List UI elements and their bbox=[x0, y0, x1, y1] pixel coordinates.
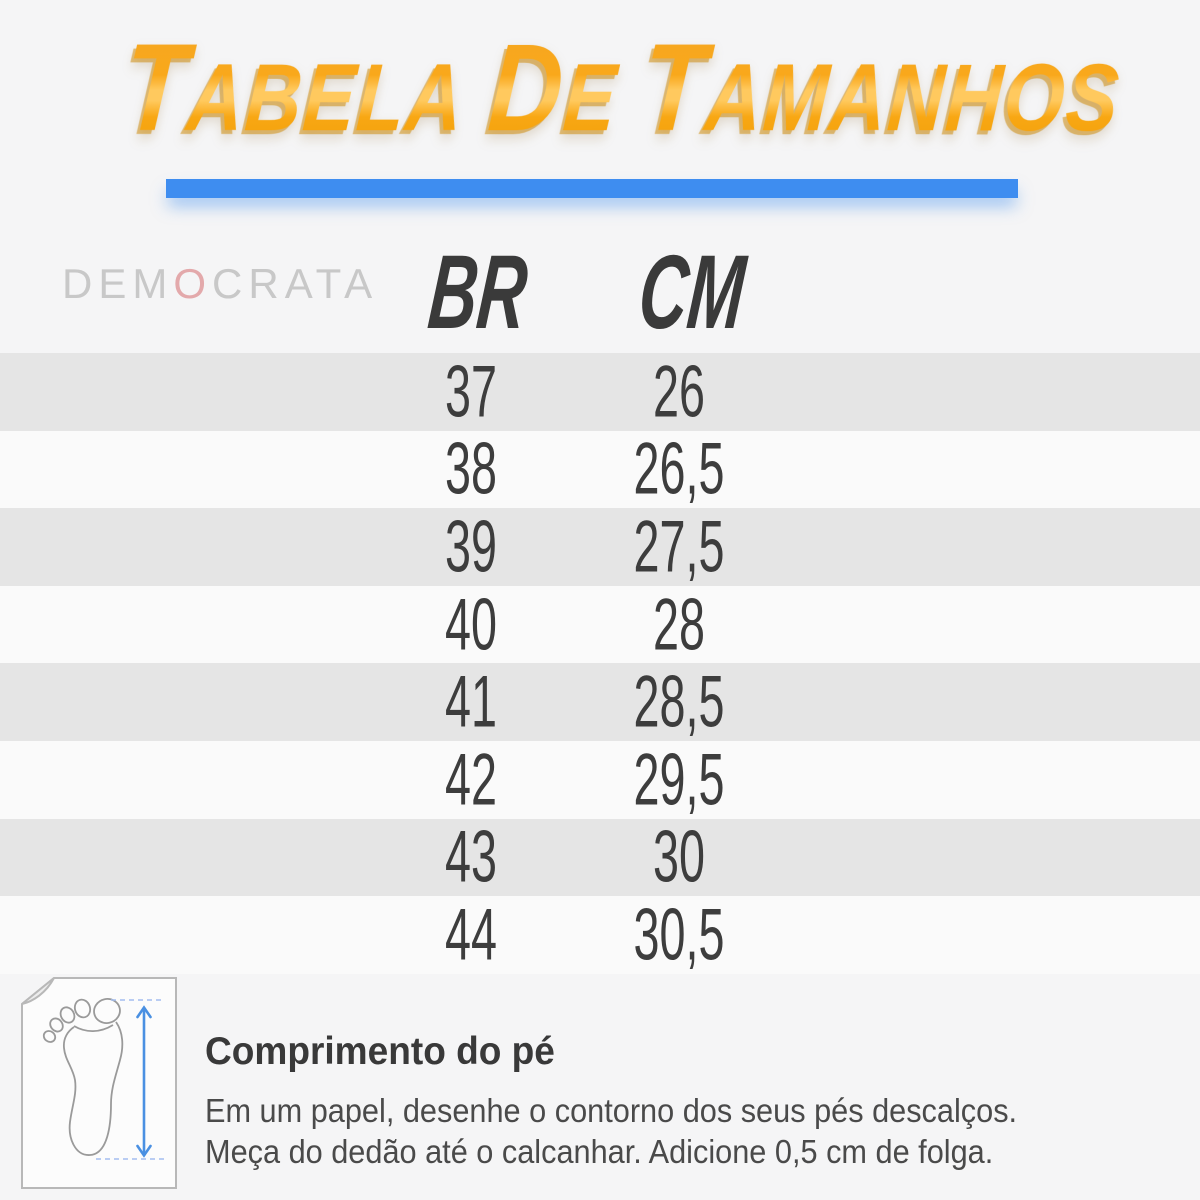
cell-br: 40 bbox=[445, 584, 497, 666]
table-row: 41 28,5 bbox=[0, 661, 1200, 743]
page-title-text: TABELA DE TAMANHOS bbox=[107, 18, 1138, 168]
measure-arrow bbox=[136, 1005, 152, 1158]
table-row: 42 29,5 bbox=[0, 739, 1200, 821]
cell-br: 43 bbox=[445, 816, 497, 898]
cell-br: 39 bbox=[445, 506, 497, 588]
instructions-line-1: Em um papel, desenhe o contorno dos seus… bbox=[205, 1092, 1018, 1129]
cell-cm: 30 bbox=[653, 816, 705, 898]
title-word: TAMANHOS bbox=[637, 19, 1124, 157]
title-underline bbox=[166, 179, 1018, 198]
measure-guide-dashes bbox=[96, 999, 164, 1160]
brand-letter: R bbox=[248, 260, 285, 307]
cell-cm: 30,5 bbox=[633, 894, 725, 976]
brand-letter: C bbox=[212, 260, 249, 307]
cell-cm: 26,5 bbox=[633, 428, 725, 510]
instructions-heading: Comprimento do pé bbox=[205, 1030, 555, 1073]
brand-letter: M bbox=[132, 260, 174, 307]
brand-letter: E bbox=[98, 260, 133, 307]
table-row: 39 27,5 bbox=[0, 506, 1200, 588]
table-row: 37 26 bbox=[0, 351, 1200, 433]
brand-accent-letter: O bbox=[173, 260, 213, 307]
cell-cm: 27,5 bbox=[633, 506, 725, 588]
brand-letter: A bbox=[284, 260, 316, 307]
cell-cm: 28 bbox=[653, 584, 705, 666]
column-header-cm: CM bbox=[634, 234, 750, 351]
brand-logo: DEMOCRATA bbox=[62, 260, 378, 308]
title-word: DE bbox=[484, 19, 622, 157]
brand-letter: T bbox=[315, 260, 345, 307]
paper-fold bbox=[21, 977, 55, 1005]
paper-sheet bbox=[21, 977, 177, 1189]
table-row: 38 26,5 bbox=[0, 428, 1200, 510]
size-table: 37 26 38 26,5 39 27,5 40 28 41 28,5 42 29,5 43 30 44 30… bbox=[0, 351, 1200, 976]
cell-cm: 28,5 bbox=[633, 661, 725, 743]
instructions-line-2: Meça do dedão até o calcanhar. Adicione … bbox=[205, 1133, 994, 1170]
title-word: TABELA bbox=[119, 19, 469, 157]
cell-br: 38 bbox=[445, 428, 497, 510]
measure-instructions: Comprimento do pé Em um papel, desenhe o… bbox=[205, 1030, 1078, 1172]
brand-letter: A bbox=[344, 260, 379, 307]
page-title: TABELA DE TAMANHOS bbox=[0, 18, 1200, 168]
cell-br: 37 bbox=[445, 351, 497, 433]
cell-cm: 26 bbox=[653, 351, 705, 433]
foot-outline bbox=[42, 998, 124, 1156]
table-row: 43 30 bbox=[0, 816, 1200, 898]
table-row: 40 28 bbox=[0, 584, 1200, 666]
foot-measure-icon bbox=[21, 977, 177, 1189]
cell-br: 41 bbox=[445, 661, 497, 743]
cell-br: 44 bbox=[445, 894, 497, 976]
brand-letter: D bbox=[62, 260, 99, 307]
cell-br: 42 bbox=[445, 739, 497, 821]
cell-cm: 29,5 bbox=[633, 739, 725, 821]
table-row: 44 30,5 bbox=[0, 894, 1200, 976]
column-header-br: BR bbox=[424, 234, 532, 351]
